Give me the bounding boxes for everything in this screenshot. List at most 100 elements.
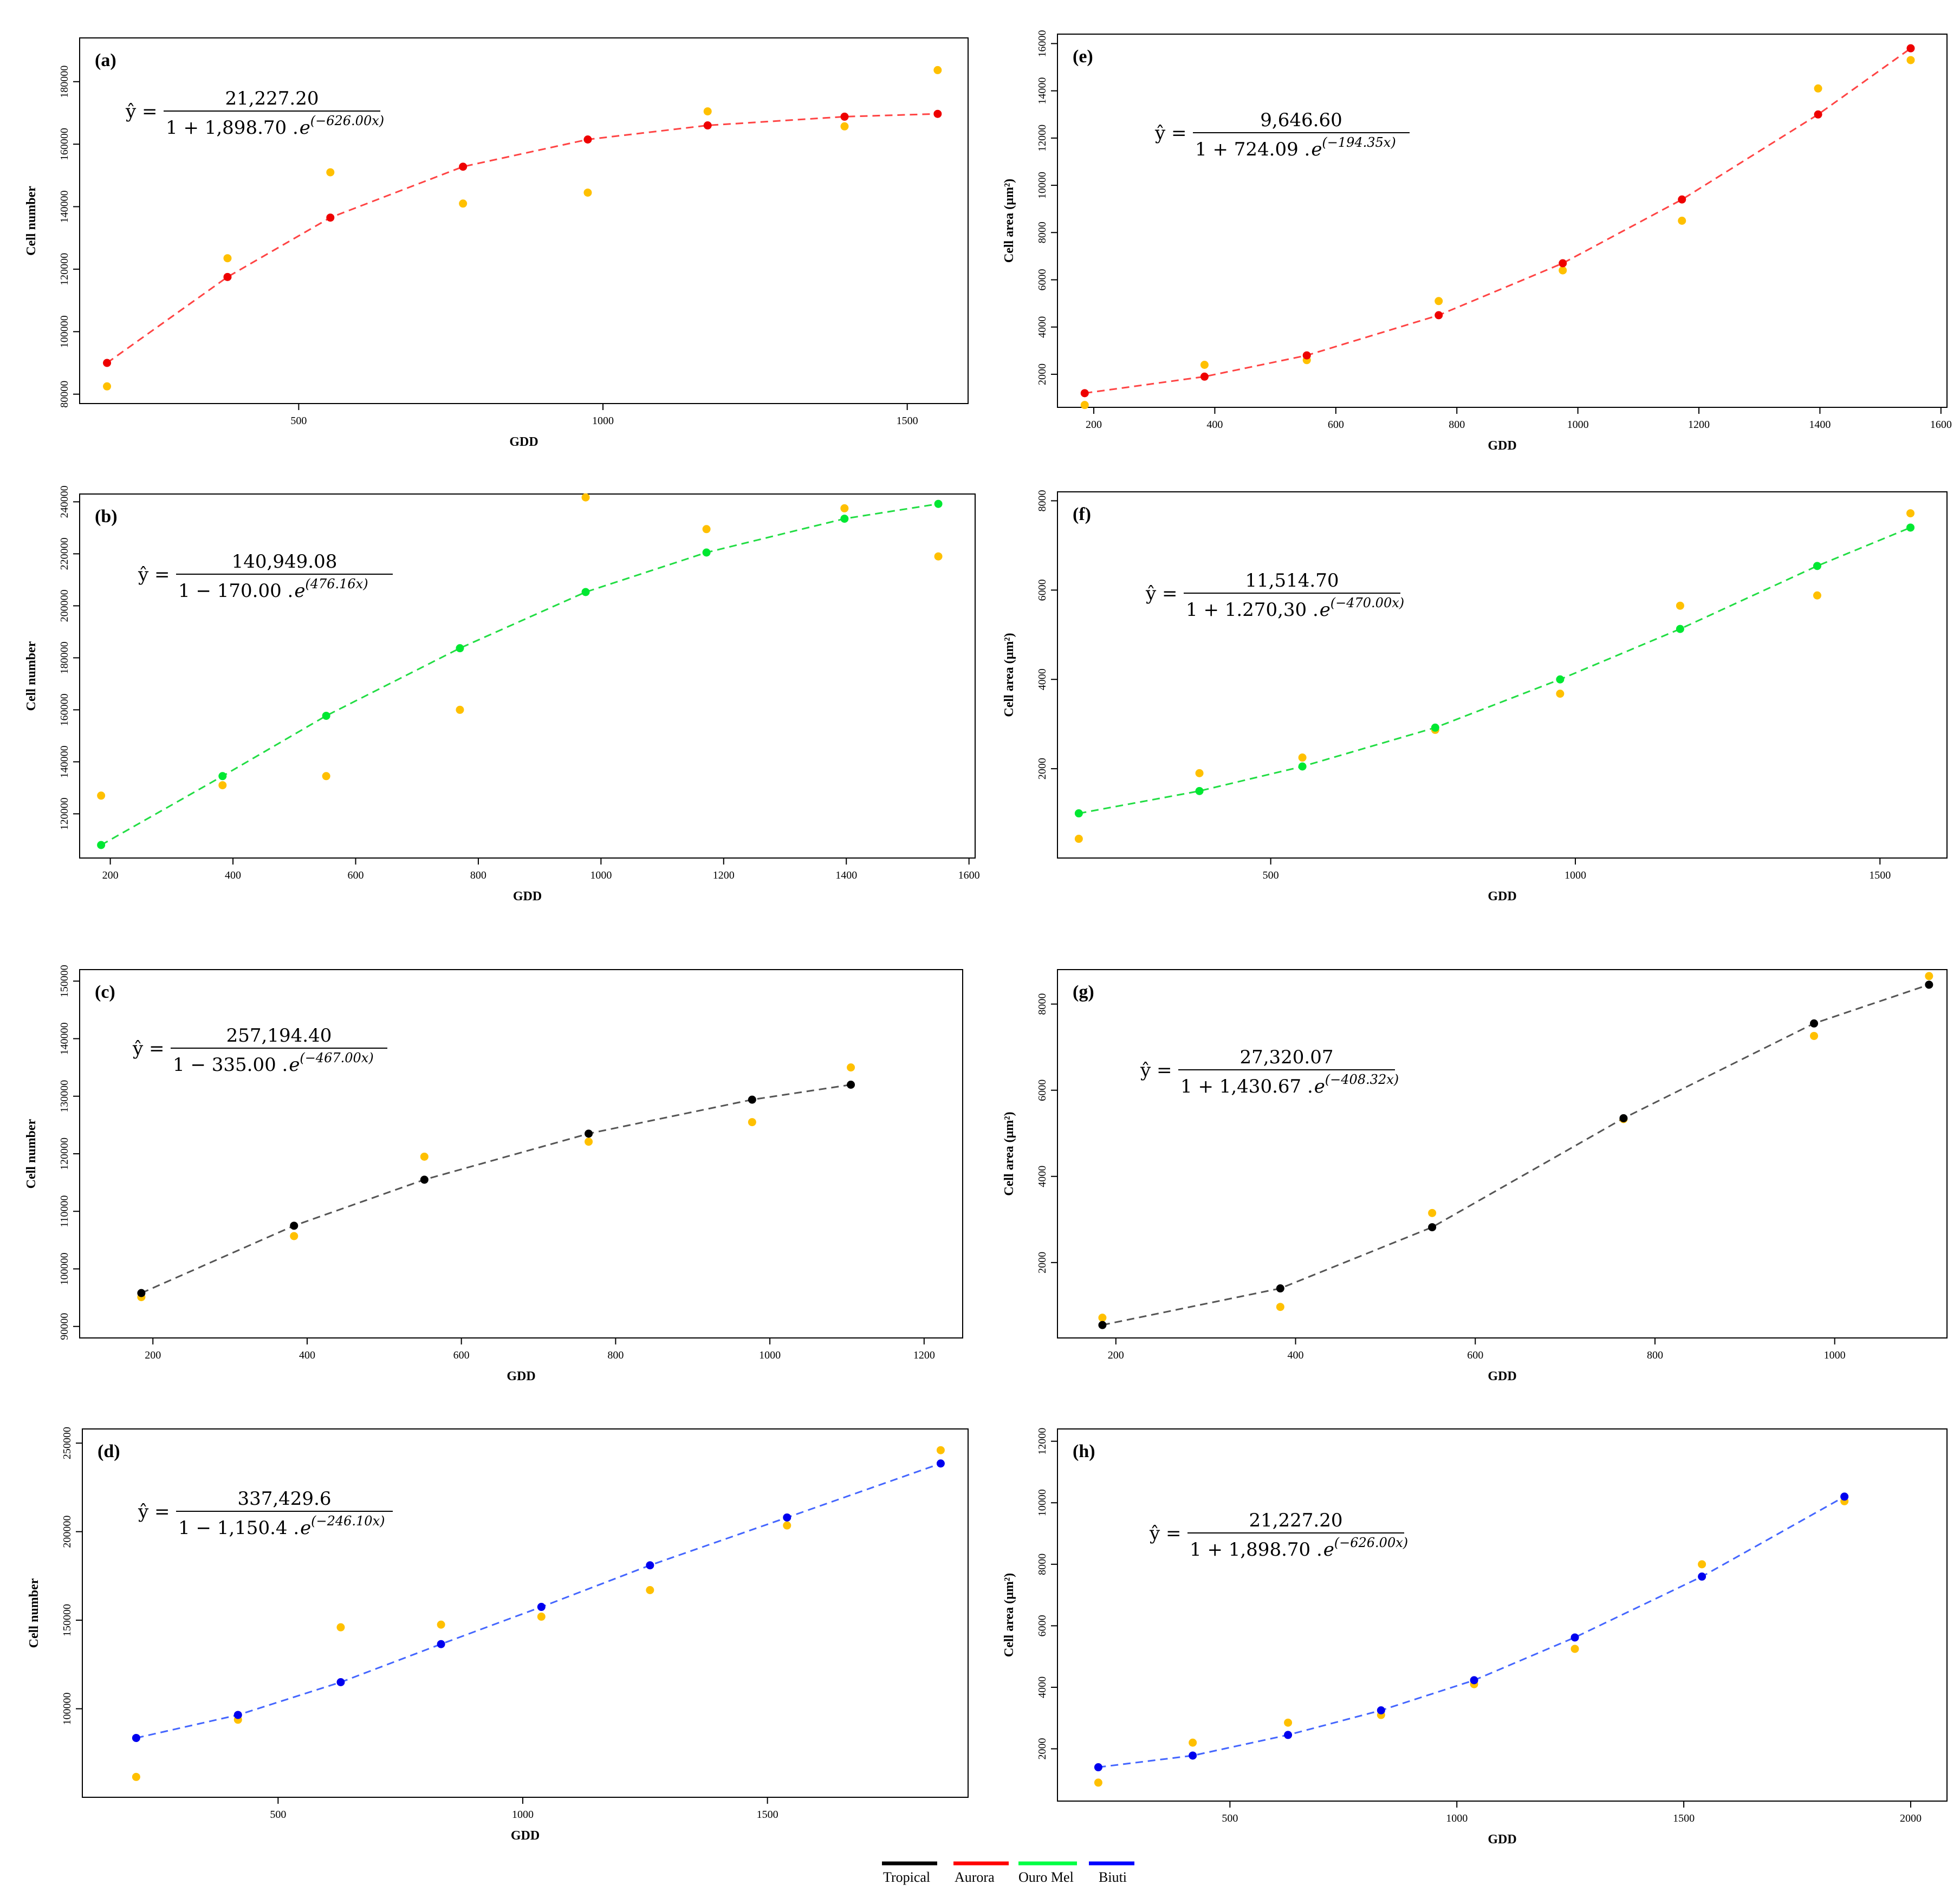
y-tick-label: 180000 [59,66,70,98]
x-tick-label: 800 [1449,419,1465,431]
fitted-point [218,772,227,781]
plot-frame [1057,969,1948,1338]
x-axis-title: GDD [511,1829,540,1843]
y-tick-label: 8000 [1036,490,1048,511]
x-tick-label: 1000 [590,869,612,881]
observed-point [581,493,590,502]
equation-numerator: 337,429.6 [237,1488,331,1510]
observed-point [1813,591,1821,600]
fitted-point [1435,311,1443,320]
y-tick-label: 12000 [1036,125,1048,152]
equation-numerator: 140,949.08 [232,551,338,573]
panels: 500 1000 1500 80000 100000 120000 140000 160000… [24,30,1952,1847]
equation-yhat: ŷ = [138,1501,170,1523]
y-tick-label: 110000 [59,1195,70,1227]
observed-point [1435,297,1443,306]
y-tick-label: 8000 [1036,993,1048,1015]
observed-point [934,552,943,561]
x-tick-label: 400 [1206,419,1223,431]
x-tick-label: 1600 [1930,419,1952,431]
observed-point [583,189,592,197]
y-tick-label: 100000 [61,1693,73,1725]
observed-point [1810,1031,1819,1040]
observed-point [1189,1738,1197,1747]
fitted-point [840,112,849,121]
x-tick-label: 1600 [958,869,980,881]
fitted-point [437,1640,445,1648]
y-tick-label: 120000 [59,797,70,830]
fitted-point [1906,44,1915,53]
observed-point [420,1152,429,1161]
y-axis-title: Cell area (µm²) [1002,1112,1016,1195]
equation-denominator: 1 + 1.270,30 . [1186,599,1319,621]
equation-exponent: (−626.00x) [310,113,384,128]
equation-yhat: ŷ = [1140,1060,1172,1081]
plot-frame [79,969,963,1338]
equation-denominator: 1 − 335.00 . [173,1054,288,1076]
equation: ŷ = 337,429.6 1 − 1,150.4 . e (−246.10x) [138,1488,393,1539]
x-tick-label: 500 [290,415,307,427]
equation-yhat: ŷ = [1154,122,1187,144]
fitted-point [1431,723,1439,732]
equation-denominator: 1 + 1,430.67 . [1180,1076,1313,1097]
fitted-point [1074,809,1083,818]
x-axis-title: GDD [509,435,538,449]
y-tick-label: 140000 [59,1023,70,1055]
panel-letter: (b) [95,506,118,527]
equation-yhat: ŷ = [125,101,158,122]
fitted-point [103,359,112,367]
fitted-point [1302,351,1311,360]
fitted-point [1925,980,1933,989]
observed-point [537,1613,546,1621]
x-axis-title: GDD [1488,1832,1516,1847]
y-axis-title: Cell number [24,641,38,711]
y-tick-label: 140000 [59,191,70,223]
observed-point [459,199,468,208]
equation-exponent: (−467.00x) [300,1050,373,1065]
equation-exponent: (−246.10x) [311,1513,385,1529]
x-tick-label: 1000 [759,1349,781,1361]
fitted-point [1098,1321,1107,1329]
equation-e: e [1311,139,1322,160]
x-tick-label: 200 [1086,419,1102,431]
y-tick-label: 240000 [59,485,70,518]
observed-point [703,107,712,116]
fitted-point [1570,1633,1579,1642]
legend: Tropical Aurora Ouro Mel Biuti [882,1861,1134,1885]
observed-point [290,1232,298,1240]
equation: ŷ = 257,194.40 1 − 335.00 . e (−467.00x) [132,1025,387,1076]
panel-letter: (d) [98,1441,120,1461]
fitted-point [1813,562,1821,570]
y-tick-label: 180000 [59,641,70,674]
fitted-point [840,515,849,523]
x-tick-label: 1000 [1565,869,1586,881]
fitted-point [322,711,330,720]
x-tick-label: 2000 [1900,1812,1922,1824]
plot-frame [79,493,976,859]
y-tick-label: 160000 [59,128,70,160]
equation-numerator: 27,320.07 [1239,1047,1333,1068]
fitted-curve [106,113,938,364]
y-tick-label: 12000 [1036,1428,1048,1455]
equation: ŷ = 27,320.07 1 + 1,430.67 . e (−408.32x) [1140,1047,1399,1097]
x-tick-label: 1000 [1567,419,1589,431]
legend-label-biuti: Biuti [1099,1869,1127,1885]
x-tick-label: 600 [347,869,364,881]
fitted-point [1276,1284,1284,1293]
equation-denominator: 1 − 170.00 . [178,580,293,602]
y-tick-label: 140000 [59,745,70,778]
plot-frame [1057,34,1948,408]
fitted-point [336,1678,345,1686]
panel-letter: (c) [95,982,115,1002]
observed-point [1195,769,1204,777]
y-tick-label: 14000 [1036,77,1048,105]
y-tick-label: 10000 [1036,172,1048,199]
observed-point [847,1063,855,1072]
x-tick-label: 400 [299,1349,315,1361]
y-axis-title: Cell number [27,1578,41,1648]
x-axis-title: GDD [513,889,542,904]
y-axis-title: Cell number [24,1119,38,1188]
y-tick-label: 2000 [1036,1738,1048,1759]
y-tick-label: 200000 [61,1516,73,1548]
fitted-point [1298,762,1307,771]
